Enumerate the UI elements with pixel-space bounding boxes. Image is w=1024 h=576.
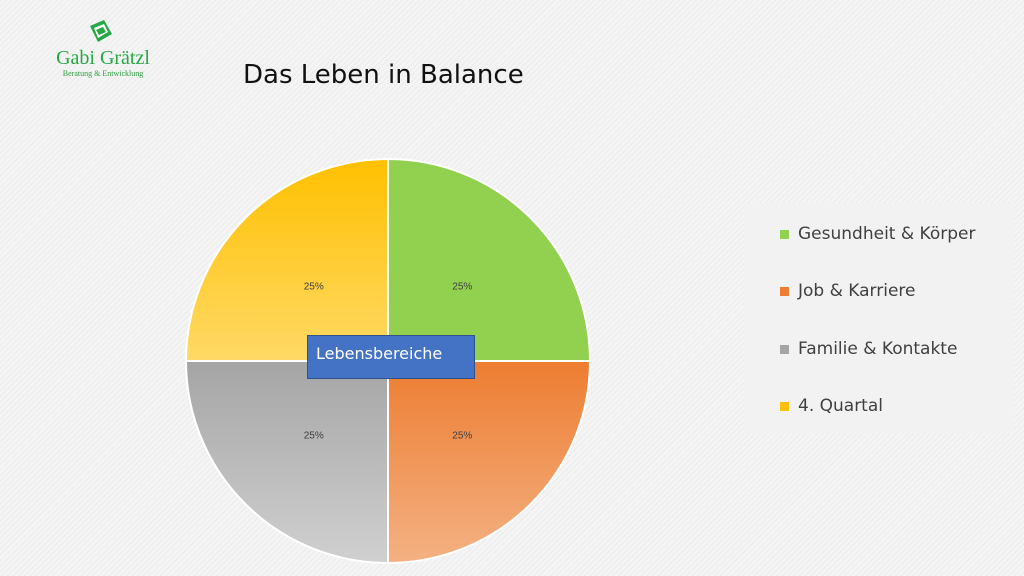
legend-item-familie: Familie & Kontakte (780, 338, 957, 360)
legend: Gesundheit & Körper Job & Karriere Famil… (744, 203, 1014, 433)
legend-label-familie: Familie & Kontakte (798, 339, 958, 359)
legend-label-gesundheit: Gesundheit & Körper (798, 224, 976, 244)
pie-data-label-familie: 25% (304, 430, 324, 441)
pie-slice-gesundheit (387, 157, 592, 362)
pie-data-label-quartal: 25% (304, 282, 324, 293)
legend-label-job: Job & Karriere (798, 281, 916, 301)
pie-data-label-job: 25% (452, 430, 472, 441)
pie-slice-familie (184, 360, 389, 565)
logo-tagline: Beratung & Entwicklung (62, 69, 144, 78)
chart-title: Das Leben in Balance (243, 60, 524, 90)
legend-item-quartal: 4. Quartal (780, 395, 883, 417)
logo-mark-icon (90, 20, 112, 42)
legend-swatch-familie (780, 344, 789, 354)
logo: Gabi Grätzl Beratung & Entwicklung (48, 20, 158, 80)
pie-labels: 25% 25% 25% 25% (304, 282, 473, 442)
legend-item-job: Job & Karriere (780, 280, 915, 302)
legend-label-quartal: 4. Quartal (798, 396, 883, 416)
logo-name: Gabi Grätzl (56, 47, 150, 69)
legend-swatch-quartal (780, 401, 789, 411)
pie-data-label-gesundheit: 25% (452, 282, 472, 293)
legend-swatch-gesundheit (780, 229, 789, 239)
pie-slice-job (387, 360, 592, 565)
legend-swatch-job (780, 286, 789, 296)
center-label-box: Lebensbereiche (307, 335, 475, 379)
pie-slice-quartal (184, 157, 389, 362)
pie-slices (184, 157, 592, 565)
legend-item-gesundheit: Gesundheit & Körper (780, 223, 975, 245)
